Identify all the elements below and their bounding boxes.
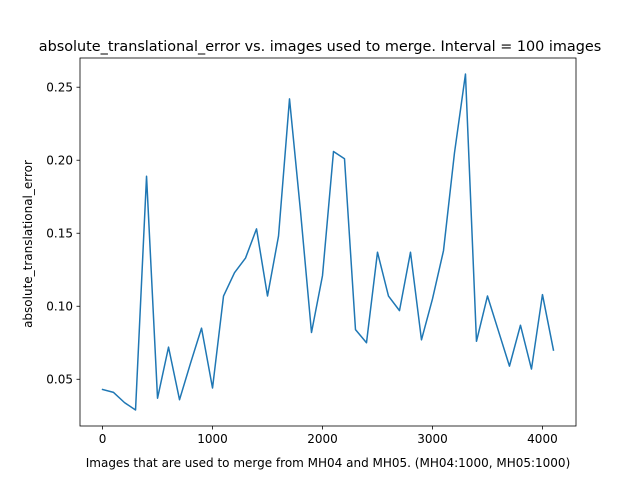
series-layer xyxy=(101,73,555,411)
y-tick-label: 0.15 xyxy=(46,227,73,241)
x-tick-label: 0 xyxy=(99,432,107,446)
y-axis-ticks: 0.05 0.10 0.15 0.20 0.25 xyxy=(46,81,80,387)
plot-area: 0 1000 2000 3000 4000 0.05 0.10 0.15 0.20 0.25 xyxy=(46,57,577,446)
axes-frame xyxy=(79,57,577,427)
x-tick-label: 2000 xyxy=(307,432,338,446)
y-tick-label: 0.20 xyxy=(46,154,73,168)
series-line-0 xyxy=(101,73,555,411)
y-axis-label: absolute_translational_error xyxy=(21,160,35,328)
y-tick-label: 0.05 xyxy=(46,373,73,387)
x-tick-label: 1000 xyxy=(197,432,228,446)
x-tick-label: 3000 xyxy=(417,432,448,446)
x-axis-ticks: 0 1000 2000 3000 4000 xyxy=(99,426,558,446)
y-tick-label: 0.10 xyxy=(46,300,73,314)
y-tick-label: 0.25 xyxy=(46,81,73,95)
x-axis-label: Images that are used to merge from MH04 … xyxy=(86,456,571,470)
chart-title: absolute_translational_error vs. images … xyxy=(39,39,601,55)
x-tick-label: 4000 xyxy=(527,432,558,446)
